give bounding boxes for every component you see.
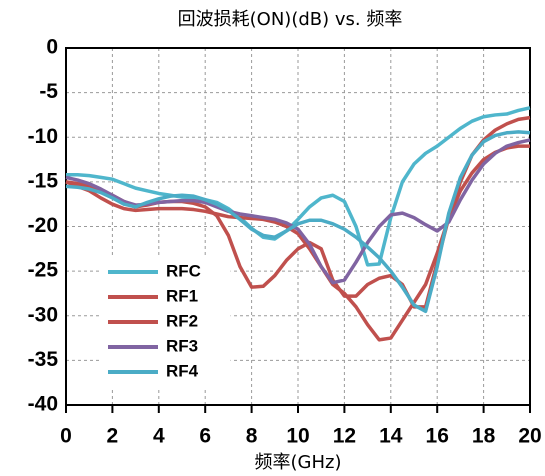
x-tick-label: 0 [60,425,72,448]
x-tick-label: 8 [246,425,258,448]
x-tick-label: 20 [518,425,541,448]
series-line [65,130,531,314]
series-line [65,144,530,342]
x-tick-label: 12 [333,425,356,448]
y-tick-label: -40 [28,393,58,416]
legend-label: RF3 [166,336,198,355]
legend-label: RF4 [166,361,199,380]
y-tick-label: -35 [28,348,59,371]
y-tick-label: -20 [28,214,58,237]
y-tick-label: 0 [46,36,58,59]
x-tick-label: 14 [379,425,403,448]
x-axis-label: 频率(GHz) [255,452,342,473]
y-tick-label: -15 [28,169,59,192]
legend-label: RF2 [166,311,198,330]
chart-title: 回波损耗(ON)(dB) vs. 频率 [178,9,403,30]
x-tick-label: 4 [153,425,165,448]
x-tick-label: 6 [199,425,211,448]
series-line [66,106,531,267]
plot-frame [65,47,531,406]
y-tick-label: -25 [28,259,59,282]
legend-label: RFC [166,261,201,280]
y-tick-label: -10 [28,125,58,148]
y-tick-label: -5 [39,80,58,103]
x-tick-label: 18 [472,425,496,448]
y-tick-label: -30 [28,303,58,326]
x-tick-label: 16 [426,425,449,448]
x-tick-label: 2 [107,425,119,448]
legend-label: RF1 [166,286,198,305]
x-tick-label: 10 [286,425,309,448]
